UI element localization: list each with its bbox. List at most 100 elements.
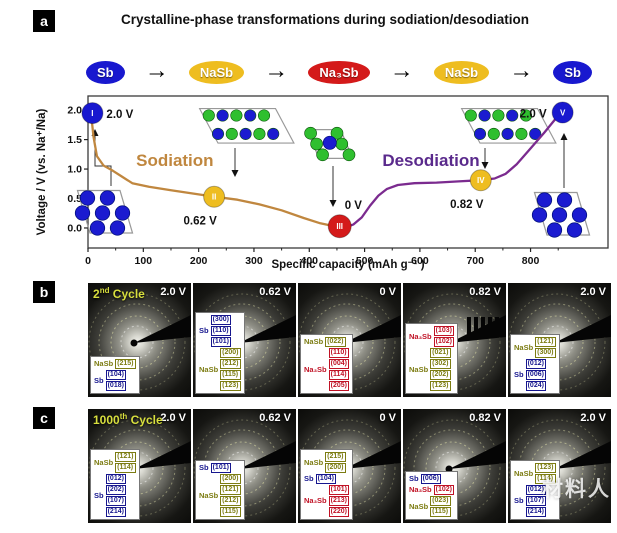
phase-sequence: Sb → NaSb → Na₃Sb → NaSb → Sb bbox=[86, 56, 592, 88]
diffraction-tile-c2: 0.62 V Sb (101) NaSb (200) (121) (212) (115) bbox=[193, 409, 296, 523]
tile-voltage-label: 0.62 V bbox=[259, 286, 291, 298]
phase-name: NaSb bbox=[514, 468, 534, 478]
hkl-index: (104) bbox=[105, 370, 126, 380]
stage-voltage-label: 2.0 V bbox=[106, 109, 133, 121]
diffraction-pattern bbox=[403, 419, 506, 517]
hkl-index: (103) bbox=[433, 326, 454, 336]
phase-group: NaSb (200) (121) (212) (115) bbox=[199, 474, 241, 517]
phase-name: Sb bbox=[94, 375, 104, 385]
diffraction-tile-b3: 0 V NaSb (022) Na₃Sb (110) (004) (114) (205) bbox=[298, 283, 401, 397]
hkl-index: (302) bbox=[430, 359, 451, 369]
stage-numeral: III bbox=[336, 222, 343, 231]
hkl-index: (213) bbox=[328, 496, 349, 506]
desodiation-curve bbox=[344, 110, 564, 229]
hkl-index: (123) bbox=[220, 381, 241, 391]
phase-badge-5: Sb bbox=[553, 60, 592, 84]
phase-name: NaSb bbox=[94, 457, 114, 467]
panel-b-label: b bbox=[33, 281, 55, 303]
nasb-structure-left bbox=[198, 108, 295, 144]
phase-name: Na₃Sb bbox=[304, 364, 327, 374]
phase-name: Sb bbox=[409, 474, 419, 483]
stage-numeral: II bbox=[212, 193, 216, 202]
phase-index-inset: Sb (101) NaSb (200) (121) (212) (115) bbox=[195, 460, 245, 520]
cycle-label: 1000th Cycle bbox=[93, 412, 163, 427]
tile-voltage-label: 0.62 V bbox=[259, 412, 291, 424]
stage-marker-II bbox=[203, 185, 226, 208]
phase-name: NaSb bbox=[304, 337, 324, 346]
hkl-index: (110) bbox=[210, 326, 231, 336]
stage-numeral: I bbox=[91, 109, 93, 118]
phase-name: Sb bbox=[304, 474, 314, 483]
phase-name: Sb bbox=[94, 490, 104, 500]
phase-group: NaSb (215) bbox=[94, 359, 136, 369]
phase-name: NaSb bbox=[199, 364, 219, 374]
right-arrow-icon: → bbox=[509, 56, 534, 84]
y-tick-label: 0.5 bbox=[67, 193, 82, 205]
tile-voltage-label: 0.82 V bbox=[469, 286, 501, 298]
hkl-index: (215) bbox=[325, 452, 346, 462]
hkl-index: (021) bbox=[430, 348, 451, 358]
hkl-index: (012) bbox=[525, 485, 546, 495]
beam-stop bbox=[554, 441, 611, 469]
phase-index-inset: NaSb (123) (114) Sb (012) (107) (214) bbox=[510, 460, 560, 520]
hkl-index: (004) bbox=[328, 359, 349, 369]
hkl-index: (110) bbox=[328, 348, 349, 358]
hkl-index: (101) bbox=[210, 337, 231, 347]
phase-group: NaSb (121) (300) bbox=[514, 337, 556, 358]
phase-index-inset: Na₃Sb (103) (102) NaSb (021) (302) (202) (123) bbox=[405, 323, 458, 394]
hkl-index: (200) bbox=[325, 463, 346, 473]
tile-voltage-label: 2.0 V bbox=[580, 412, 606, 424]
region-label: Sodiation bbox=[136, 151, 213, 170]
phase-index-inset: Sb (006) Na₃Sb (102) NaSb (023) (115) bbox=[405, 471, 458, 520]
right-arrow-icon: → bbox=[264, 56, 289, 84]
phase-name: NaSb bbox=[409, 501, 429, 511]
x-tick-label: 500 bbox=[356, 255, 374, 267]
phase-group: NaSb (023) (115) bbox=[409, 496, 454, 517]
phase-index-inset: NaSb (215) (200) Sb (104) Na₃Sb (101) (213) (220… bbox=[300, 449, 353, 520]
diffraction-tile-c4: 0.82 V Sb (006) Na₃Sb (102) NaSb (023) (115) bbox=[403, 409, 506, 523]
diffraction-tile-b1: 2.0 V 2nd Cycle NaSb (215) Sb (104) (018) bbox=[88, 283, 191, 397]
phase-group: Sb (104) bbox=[304, 474, 349, 484]
beam-stop bbox=[344, 441, 401, 469]
panel-c-label: c bbox=[33, 407, 55, 429]
phase-name: Na₃Sb bbox=[304, 496, 327, 505]
stage-voltage-label: 2.0 V bbox=[520, 108, 547, 120]
x-tick-label: 700 bbox=[466, 255, 484, 267]
beam-stop bbox=[239, 441, 296, 469]
phase-group: Sb (101) bbox=[199, 463, 241, 473]
phase-name: Sb bbox=[514, 370, 524, 379]
stage-voltage-label: 0 V bbox=[345, 200, 363, 212]
phase-group: NaSb (215) (200) bbox=[304, 452, 349, 473]
hkl-index: (212) bbox=[220, 359, 241, 369]
sb-structure-left bbox=[74, 189, 134, 236]
chart-svg: 0 100 200 300 400 500 600 700 800 0.0 0.5 1.0 1.5 2.0… bbox=[36, 95, 609, 271]
phase-badge-2: NaSb bbox=[188, 60, 245, 84]
phase-name: NaSb bbox=[409, 364, 429, 374]
beam-stop bbox=[554, 315, 611, 343]
hkl-index: (023) bbox=[430, 496, 451, 506]
tile-voltage-label: 2.0 V bbox=[580, 286, 606, 298]
hkl-index: (220) bbox=[328, 507, 349, 517]
right-arrow-icon: → bbox=[389, 56, 414, 84]
stage-voltage-label: 0.82 V bbox=[450, 199, 484, 211]
hkl-index: (212) bbox=[220, 496, 241, 506]
beam-stop bbox=[134, 441, 191, 469]
phase-index-inset: NaSb (022) Na₃Sb (110) (004) (114) (205) bbox=[300, 334, 353, 394]
hkl-index: (024) bbox=[525, 381, 546, 391]
x-tick-label: 300 bbox=[245, 255, 263, 267]
sodiation-curve bbox=[86, 106, 347, 229]
tile-voltage-label: 0 V bbox=[379, 412, 396, 424]
hkl-index: (115) bbox=[220, 370, 241, 380]
sb-structure-right bbox=[531, 191, 591, 238]
y-tick-label: 1.0 bbox=[67, 164, 82, 176]
hkl-index: (200) bbox=[220, 348, 241, 358]
hkl-index: (114) bbox=[328, 370, 349, 380]
hkl-index: (123) bbox=[430, 381, 451, 391]
phase-group: NaSb (123) (114) bbox=[514, 463, 556, 484]
phase-name: NaSb bbox=[199, 490, 219, 500]
phase-group: Sb (300) (110) (101) bbox=[199, 315, 241, 347]
hkl-index: (202) bbox=[430, 370, 451, 380]
panel-b-diffraction-strip: 2.0 V 2nd Cycle NaSb (215) Sb (104) (018) 0.62 … bbox=[88, 283, 612, 397]
x-tick-label: 600 bbox=[411, 255, 429, 267]
hkl-index: (200) bbox=[220, 474, 241, 484]
